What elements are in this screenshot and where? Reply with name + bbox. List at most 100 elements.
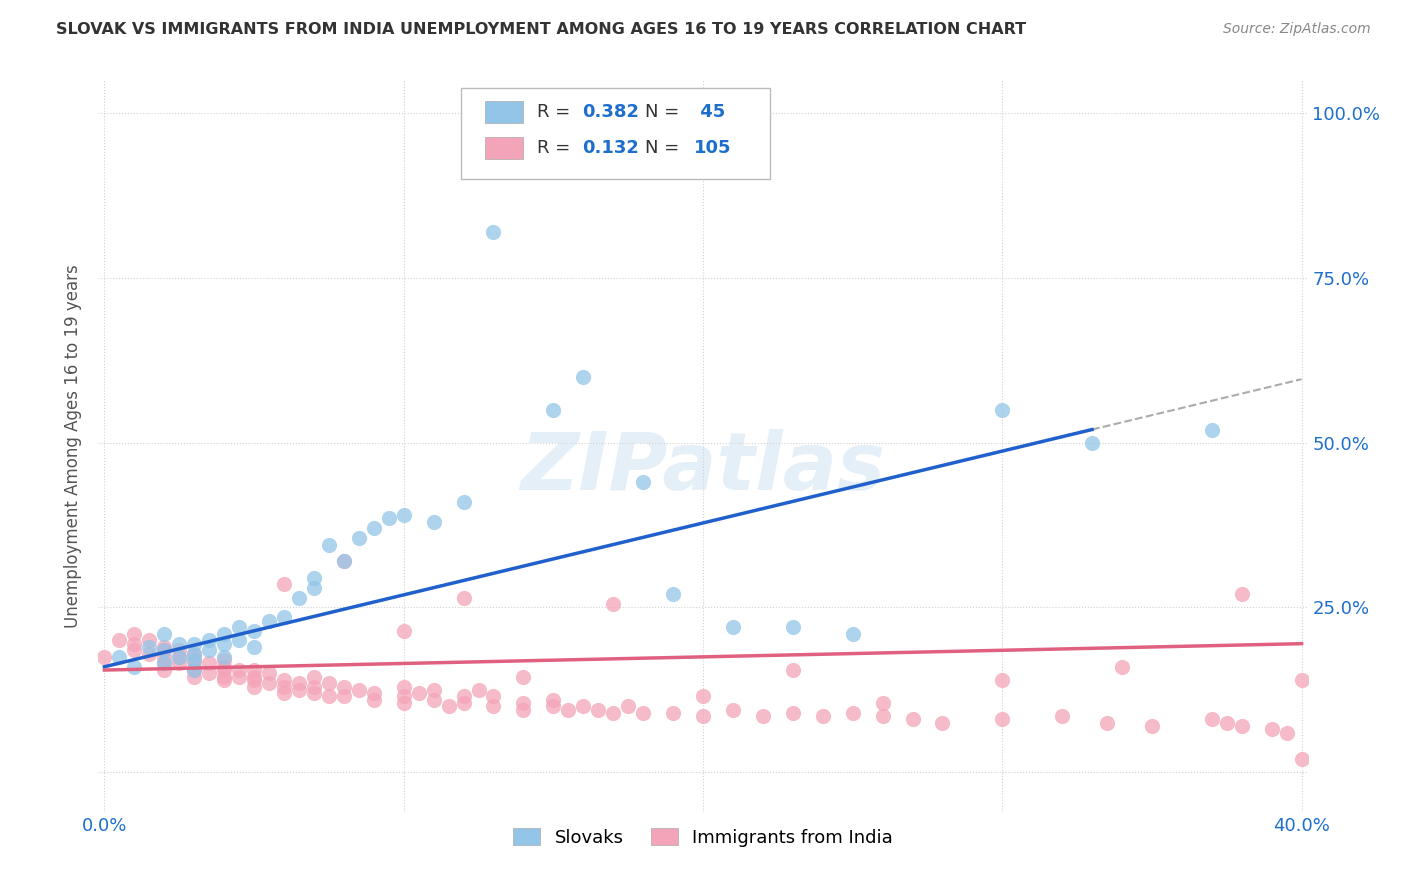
Point	[228, 633, 250, 648]
Point	[453, 696, 475, 710]
Point	[931, 715, 953, 730]
Point	[273, 610, 295, 624]
Point	[167, 637, 190, 651]
Text: 0.382: 0.382	[582, 103, 640, 120]
Point	[586, 702, 609, 716]
Point	[692, 709, 714, 723]
Point	[1081, 435, 1104, 450]
Point	[108, 633, 131, 648]
Text: N =: N =	[645, 139, 686, 157]
Point	[901, 713, 924, 727]
Point	[138, 647, 160, 661]
Point	[512, 702, 534, 716]
Point	[782, 706, 804, 720]
Point	[318, 676, 340, 690]
Point	[228, 663, 250, 677]
Point	[318, 538, 340, 552]
Point	[183, 653, 205, 667]
Point	[153, 657, 176, 671]
Point	[333, 680, 356, 694]
Point	[692, 690, 714, 704]
Point	[138, 633, 160, 648]
Point	[1230, 719, 1253, 733]
Point	[153, 649, 176, 664]
Point	[167, 657, 190, 671]
Point	[392, 508, 415, 523]
Point	[991, 673, 1014, 687]
Point	[333, 554, 356, 568]
Point	[273, 686, 295, 700]
Point	[1291, 752, 1313, 766]
Point	[422, 515, 444, 529]
Text: SLOVAK VS IMMIGRANTS FROM INDIA UNEMPLOYMENT AMONG AGES 16 TO 19 YEARS CORRELATI: SLOVAK VS IMMIGRANTS FROM INDIA UNEMPLOY…	[56, 22, 1026, 37]
Point	[153, 657, 176, 671]
Point	[991, 713, 1014, 727]
Point	[782, 663, 804, 677]
Point	[662, 587, 685, 601]
Point	[782, 620, 804, 634]
Point	[198, 666, 221, 681]
Point	[302, 571, 325, 585]
Point	[153, 640, 176, 654]
Point	[288, 591, 311, 605]
Text: 105: 105	[693, 139, 731, 157]
Point	[302, 680, 325, 694]
Point	[453, 690, 475, 704]
Point	[198, 657, 221, 671]
Point	[302, 686, 325, 700]
Point	[512, 670, 534, 684]
Point	[991, 402, 1014, 417]
Point	[1275, 725, 1298, 739]
Point	[124, 659, 146, 673]
Point	[167, 649, 190, 664]
FancyBboxPatch shape	[485, 101, 523, 123]
Point	[273, 680, 295, 694]
Text: 45: 45	[693, 103, 725, 120]
Point	[557, 702, 579, 716]
Point	[662, 706, 685, 720]
Point	[392, 624, 415, 638]
Point	[572, 699, 595, 714]
Point	[1230, 587, 1253, 601]
Point	[482, 699, 505, 714]
Point	[392, 690, 415, 704]
Point	[243, 624, 266, 638]
Point	[257, 676, 280, 690]
Point	[183, 637, 205, 651]
Point	[108, 649, 131, 664]
Point	[1095, 715, 1118, 730]
FancyBboxPatch shape	[461, 87, 769, 179]
Point	[1140, 719, 1163, 733]
Point	[273, 577, 295, 591]
Point	[408, 686, 430, 700]
Text: N =: N =	[645, 103, 686, 120]
Point	[228, 670, 250, 684]
Point	[288, 682, 311, 697]
Point	[273, 673, 295, 687]
Point	[721, 620, 744, 634]
Point	[617, 699, 640, 714]
Point	[872, 696, 894, 710]
Point	[153, 643, 176, 657]
Point	[482, 690, 505, 704]
Point	[167, 649, 190, 664]
Point	[333, 690, 356, 704]
Y-axis label: Unemployment Among Ages 16 to 19 years: Unemployment Among Ages 16 to 19 years	[65, 264, 83, 628]
Point	[183, 653, 205, 667]
Point	[422, 682, 444, 697]
Point	[1201, 423, 1223, 437]
Point	[363, 686, 385, 700]
Point	[602, 706, 624, 720]
Point	[167, 643, 190, 657]
Point	[467, 682, 489, 697]
Point	[631, 706, 654, 720]
Point	[212, 637, 235, 651]
Point	[512, 696, 534, 710]
Point	[482, 225, 505, 239]
Point	[93, 649, 115, 664]
Text: ZIPatlas: ZIPatlas	[520, 429, 886, 507]
Point	[543, 699, 565, 714]
Point	[752, 709, 775, 723]
Point	[363, 692, 385, 706]
Point	[243, 680, 266, 694]
